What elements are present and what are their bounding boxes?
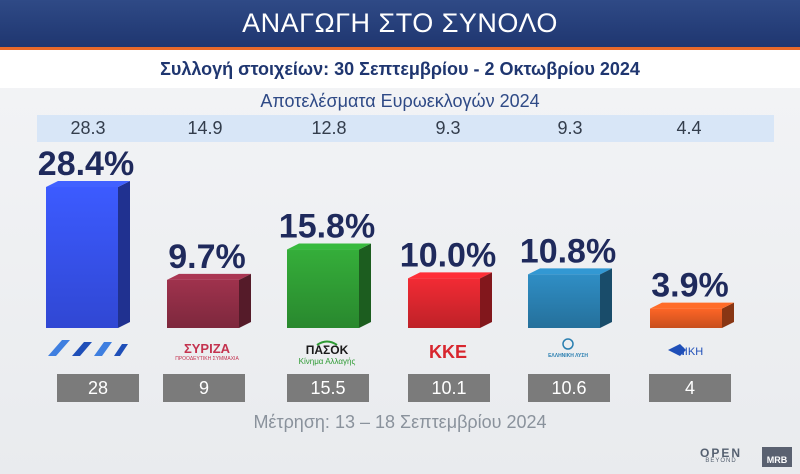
bar-front-nd [46, 187, 118, 328]
bar-front-syriza [167, 279, 239, 328]
euro-results-band [37, 115, 774, 142]
header-accent-line [0, 47, 800, 50]
bar-top-kke [408, 272, 492, 279]
mrb-logo: MRB [762, 447, 792, 467]
value-label-kke: 10.0% [400, 236, 496, 274]
previous-poll-kke: 10.1 [408, 374, 490, 402]
euro-result-kke: 9.3 [435, 118, 461, 138]
party-sublabel-pasok: Κίνημα Αλλαγής [299, 357, 356, 366]
bar-side-nd [118, 181, 130, 328]
euro-result-elliniki-lysi: 9.3 [557, 118, 583, 138]
value-label-niki: 3.9% [651, 267, 729, 305]
bar-front-pasok [287, 249, 359, 328]
party-sublabel-syriza: ΠΡΟΟΔΕΥΤΙΚΗ ΣΥΜΜΑΧΙΑ [175, 356, 239, 362]
bar-pasok [287, 243, 371, 328]
euro-result-niki: 4.4 [676, 118, 702, 138]
party-label-syriza: ΣΥΡΙΖΑ [184, 341, 231, 356]
euro-result-pasok: 12.8 [311, 118, 347, 138]
value-label-syriza: 9.7% [168, 238, 246, 276]
bar-syriza [167, 273, 251, 328]
bar-top-syriza [167, 273, 251, 280]
bar-side-syriza [239, 273, 251, 328]
niki-symbol-icon [668, 344, 686, 356]
elliniki-lysi-emblem-icon [562, 338, 574, 350]
pasok-sun-icon [316, 340, 338, 346]
previous-poll-niki: 4 [649, 374, 731, 402]
euro-results-title: Αποτελέσματα Ευρωεκλογών 2024 [260, 91, 540, 111]
nd-logo [48, 340, 128, 356]
euro-result-syriza: 14.9 [187, 118, 223, 138]
bar-elliniki-lysi [528, 268, 612, 328]
bar-side-pasok [359, 243, 371, 328]
open-logo-text: OPEN [700, 446, 743, 460]
bar-nd [46, 181, 130, 328]
bar-front-kke [408, 278, 480, 328]
footer-note: Μέτρηση: 13 – 18 Σεπτεμβρίου 2024 [253, 412, 547, 432]
party-label-elliniki-lysi: ΕΛΛΗΝΙΚΗ ΛΥΣΗ [548, 353, 588, 359]
previous-poll-pasok: 15.5 [287, 374, 369, 402]
previous-poll-elliniki-lysi: 10.6 [528, 374, 610, 402]
bar-top-elliniki-lysi [528, 268, 612, 275]
bar-top-niki [650, 302, 734, 309]
bar-kke [408, 272, 492, 328]
subtitle: Συλλογή στοιχείων: 30 Σεπτεμβρίου - 2 Οκ… [0, 50, 800, 88]
previous-poll-syriza: 9 [163, 374, 245, 402]
bar-front-niki [650, 308, 722, 328]
header-bar: ΑΝΑΓΩΓΗ ΣΤΟ ΣΥΝΟΛΟ [0, 0, 800, 47]
party-label-pasok: ΠΑΣΟΚ [306, 343, 349, 357]
euro-result-nd: 28.3 [70, 118, 106, 138]
open-logo-beyond: BEYOND [705, 458, 737, 464]
open-logo: OPEN BEYOND [700, 446, 742, 464]
page-title: ΑΝΑΓΩΓΗ ΣΤΟ ΣΥΝΟΛΟ [242, 8, 558, 38]
previous-poll-nd: 28 [57, 374, 139, 402]
bar-top-pasok [287, 243, 371, 250]
bar-side-elliniki-lysi [600, 268, 612, 328]
party-label-kke: ΚΚΕ [429, 342, 467, 362]
bar-side-kke [480, 272, 492, 328]
value-label-pasok: 15.8% [279, 208, 375, 246]
bar-niki [650, 302, 734, 328]
bar-front-elliniki-lysi [528, 274, 600, 328]
bar-top-nd [46, 181, 130, 187]
party-label-niki: ΝΙΚΗ [677, 346, 703, 358]
value-label-nd: 28.4% [38, 145, 134, 183]
value-label-elliniki-lysi: 10.8% [520, 232, 616, 270]
bar-side-niki [722, 302, 734, 328]
